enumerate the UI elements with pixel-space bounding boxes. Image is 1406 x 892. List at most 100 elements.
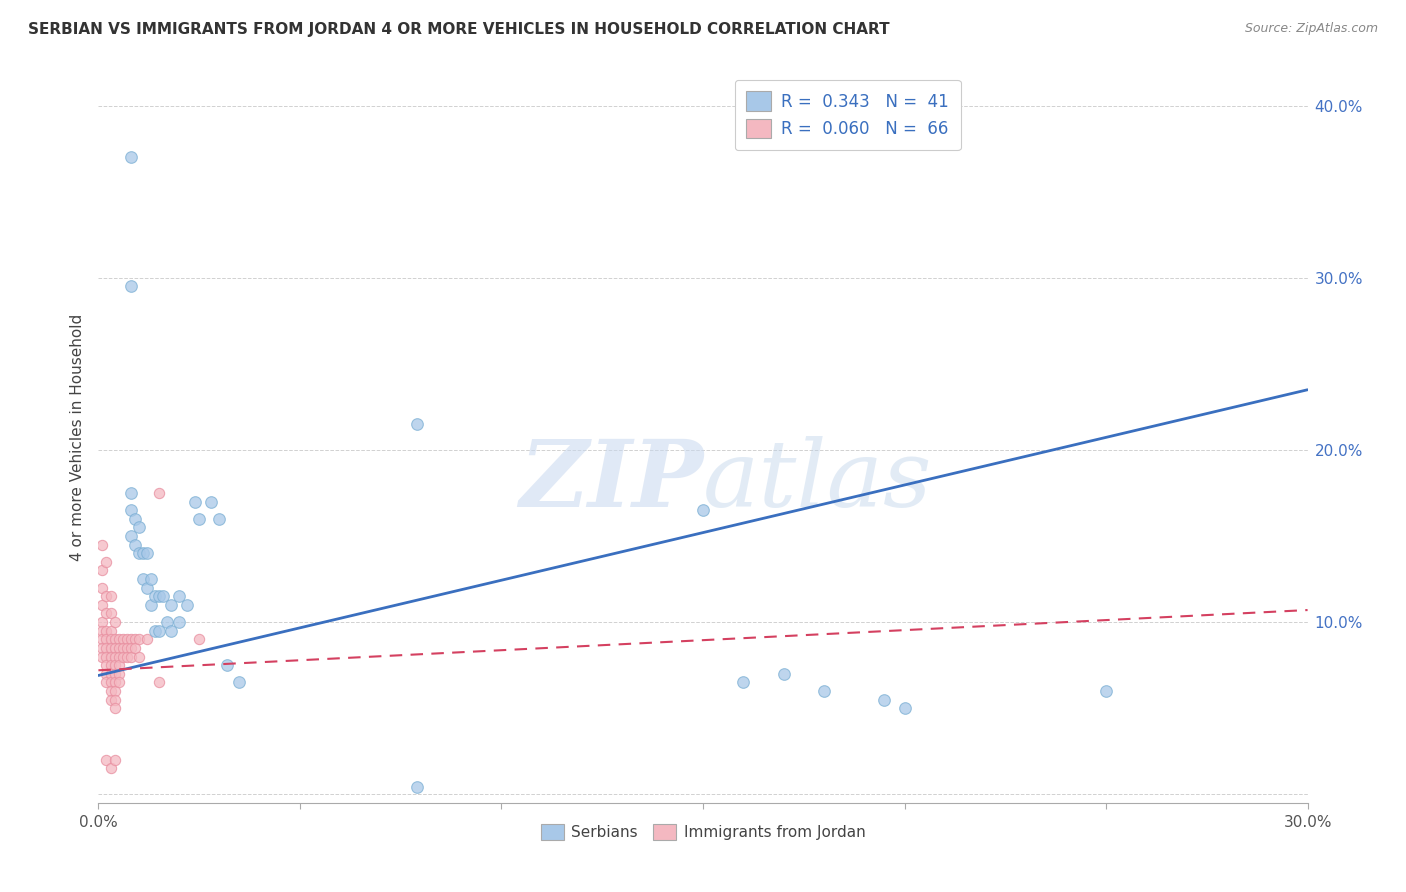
Point bbox=[124, 640, 146, 655]
Point bbox=[91, 649, 114, 664]
Point bbox=[103, 753, 125, 767]
Point bbox=[405, 417, 427, 432]
Point bbox=[100, 640, 122, 655]
Point bbox=[107, 675, 129, 690]
Y-axis label: 4 or more Vehicles in Household: 4 or more Vehicles in Household bbox=[69, 313, 84, 561]
Point bbox=[160, 598, 183, 612]
Point bbox=[148, 486, 170, 500]
Point bbox=[103, 658, 125, 673]
Text: ZIP: ZIP bbox=[519, 436, 703, 526]
Point bbox=[115, 649, 138, 664]
Point bbox=[111, 632, 134, 647]
Point bbox=[107, 649, 129, 664]
Point bbox=[128, 520, 150, 534]
Point bbox=[124, 632, 146, 647]
Point bbox=[120, 632, 142, 647]
Point bbox=[772, 666, 794, 681]
Point bbox=[103, 632, 125, 647]
Point bbox=[91, 624, 114, 638]
Point bbox=[120, 529, 142, 543]
Point bbox=[91, 615, 114, 629]
Point bbox=[91, 640, 114, 655]
Point bbox=[135, 581, 157, 595]
Point bbox=[100, 692, 122, 706]
Point bbox=[96, 675, 118, 690]
Point bbox=[96, 632, 118, 647]
Point bbox=[91, 538, 114, 552]
Point bbox=[96, 658, 118, 673]
Point bbox=[111, 640, 134, 655]
Point bbox=[813, 684, 835, 698]
Point bbox=[111, 649, 134, 664]
Point bbox=[188, 632, 211, 647]
Point bbox=[100, 761, 122, 775]
Point bbox=[893, 701, 915, 715]
Point bbox=[148, 675, 170, 690]
Point bbox=[124, 512, 146, 526]
Point bbox=[103, 675, 125, 690]
Point bbox=[148, 624, 170, 638]
Point bbox=[96, 607, 118, 621]
Point bbox=[148, 589, 170, 603]
Point bbox=[120, 640, 142, 655]
Point bbox=[91, 581, 114, 595]
Text: atlas: atlas bbox=[703, 436, 932, 526]
Point bbox=[120, 503, 142, 517]
Point bbox=[103, 666, 125, 681]
Point bbox=[120, 486, 142, 500]
Point bbox=[124, 538, 146, 552]
Point bbox=[208, 512, 231, 526]
Point bbox=[96, 555, 118, 569]
Point bbox=[135, 546, 157, 560]
Point bbox=[167, 615, 190, 629]
Point bbox=[103, 692, 125, 706]
Point bbox=[160, 624, 183, 638]
Point bbox=[135, 632, 157, 647]
Point bbox=[103, 640, 125, 655]
Point bbox=[128, 546, 150, 560]
Point bbox=[100, 624, 122, 638]
Point bbox=[96, 649, 118, 664]
Point bbox=[115, 632, 138, 647]
Point bbox=[132, 546, 155, 560]
Point bbox=[96, 640, 118, 655]
Point bbox=[228, 675, 250, 690]
Point bbox=[143, 624, 166, 638]
Point bbox=[128, 649, 150, 664]
Point bbox=[1095, 684, 1118, 698]
Point bbox=[156, 615, 179, 629]
Point bbox=[200, 494, 222, 508]
Point bbox=[100, 675, 122, 690]
Point bbox=[152, 589, 174, 603]
Point bbox=[692, 503, 714, 517]
Point bbox=[120, 150, 142, 164]
Point bbox=[100, 589, 122, 603]
Point bbox=[733, 675, 755, 690]
Point bbox=[96, 666, 118, 681]
Point bbox=[115, 640, 138, 655]
Point bbox=[103, 701, 125, 715]
Point bbox=[103, 684, 125, 698]
Point bbox=[405, 780, 427, 795]
Point bbox=[107, 666, 129, 681]
Point bbox=[100, 607, 122, 621]
Point bbox=[107, 640, 129, 655]
Point bbox=[184, 494, 207, 508]
Point bbox=[188, 512, 211, 526]
Point bbox=[120, 279, 142, 293]
Point bbox=[91, 564, 114, 578]
Point bbox=[143, 589, 166, 603]
Point bbox=[120, 649, 142, 664]
Point bbox=[873, 692, 896, 706]
Point bbox=[107, 632, 129, 647]
Point bbox=[96, 589, 118, 603]
Text: Source: ZipAtlas.com: Source: ZipAtlas.com bbox=[1244, 22, 1378, 36]
Point bbox=[176, 598, 198, 612]
Point bbox=[167, 589, 190, 603]
Text: SERBIAN VS IMMIGRANTS FROM JORDAN 4 OR MORE VEHICLES IN HOUSEHOLD CORRELATION CH: SERBIAN VS IMMIGRANTS FROM JORDAN 4 OR M… bbox=[28, 22, 890, 37]
Point bbox=[128, 632, 150, 647]
Point bbox=[100, 684, 122, 698]
Point bbox=[100, 632, 122, 647]
Point bbox=[103, 615, 125, 629]
Point bbox=[107, 658, 129, 673]
